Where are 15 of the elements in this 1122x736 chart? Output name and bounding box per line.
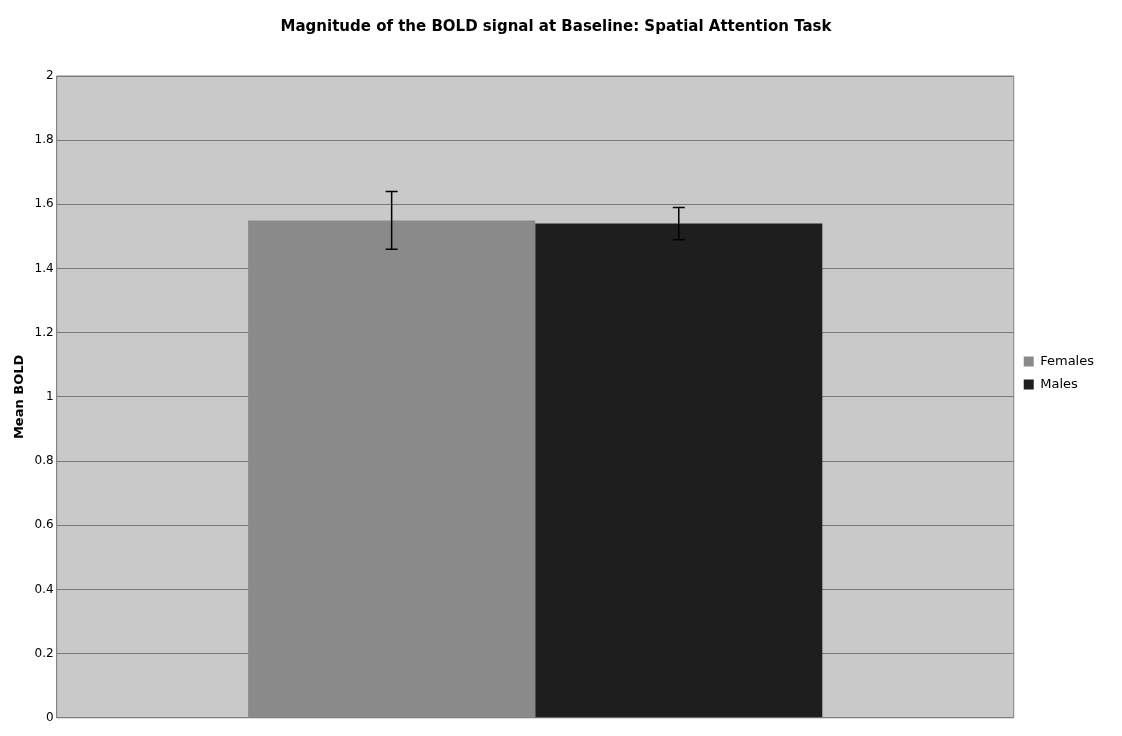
- chart-title: Magnitude of the BOLD signal at Baseline: Spatial Attention Task: [280, 16, 833, 35]
- y-tick-label: 0.2: [34, 645, 54, 660]
- y-tick-label: 1.4: [34, 260, 54, 275]
- y-tick-label: 0.4: [34, 581, 54, 596]
- legend-label: Males: [1040, 375, 1079, 391]
- y-axis-title: Mean BOLD: [11, 354, 27, 440]
- y-tick-label: 1.8: [34, 132, 54, 147]
- y-tick-label: 0.6: [34, 517, 54, 532]
- y-tick-label: 0.8: [34, 453, 54, 468]
- y-tick-label: 1.2: [34, 324, 54, 339]
- y-tick-label: 2: [46, 68, 54, 83]
- y-tick-label: 1: [46, 389, 54, 404]
- y-tick-label: 0: [46, 709, 54, 724]
- legend-label: Females: [1040, 352, 1095, 368]
- y-tick-label: 1.6: [34, 196, 54, 211]
